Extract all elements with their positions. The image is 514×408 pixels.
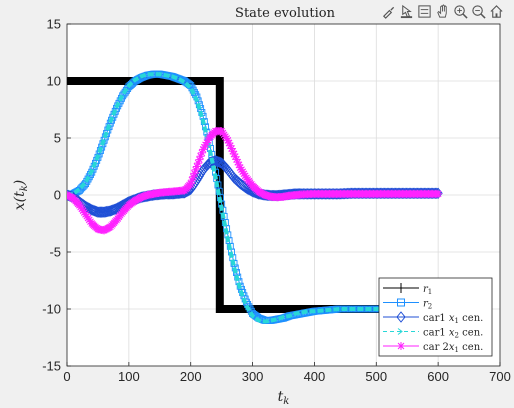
legend-marker [396, 311, 406, 323]
data-point [241, 171, 250, 180]
series-car1-x2-cen [67, 72, 439, 324]
data-point [194, 159, 203, 168]
data-point [196, 152, 205, 161]
y-tick-label: 0 [54, 188, 61, 203]
legend-entry: r2 [383, 298, 432, 311]
y-tick-label: 5 [54, 131, 61, 146]
data-point [237, 165, 246, 174]
data-point [238, 167, 247, 176]
data-point [190, 169, 199, 178]
data-point [187, 176, 196, 185]
data-point [197, 148, 206, 157]
y-tick-label: -5 [49, 245, 61, 260]
legend-label: car1 x1 cen. [423, 313, 483, 325]
legend-entry: car1 x1 cen. [383, 311, 483, 325]
data-point [110, 203, 120, 215]
data-point [239, 169, 248, 178]
data-point [204, 136, 213, 145]
brush-icon[interactable] [380, 2, 396, 20]
x-tick-label: 700 [489, 369, 511, 384]
x-tick-label: 100 [118, 369, 140, 384]
data-point [226, 141, 235, 150]
y-tick-label: 15 [47, 17, 61, 32]
legend-label: car 2x1 cen. [423, 342, 483, 354]
data-point [195, 155, 204, 164]
data-point [200, 143, 209, 152]
data-point [199, 145, 208, 154]
data-point [236, 163, 245, 172]
series-car-2x1-cen [67, 127, 443, 235]
data-point [191, 165, 200, 174]
legend-entry: car 2x1 cen. [383, 342, 483, 354]
x-tick-label: 500 [365, 369, 387, 384]
data-point [189, 172, 198, 181]
legend-label: r2 [423, 299, 432, 311]
data-point [234, 160, 243, 169]
series-line [67, 72, 439, 324]
x-axis-label: tk [278, 389, 290, 407]
data-point [232, 155, 241, 164]
zoom-out-icon[interactable] [470, 2, 486, 20]
y-tick-label: -10 [42, 302, 61, 317]
data-point [192, 162, 201, 171]
x-tick-label: 200 [180, 369, 202, 384]
x-tick-label: 0 [63, 369, 70, 384]
data-point [215, 156, 225, 169]
legend-marker [397, 342, 405, 350]
data-point [231, 152, 240, 161]
legend-marker [397, 328, 403, 335]
y-tick-label: -15 [42, 359, 61, 374]
data-point [201, 140, 210, 149]
home-icon[interactable] [488, 2, 504, 20]
data-point [230, 149, 239, 158]
x-tick-label: 400 [304, 369, 326, 384]
y-tick-label: 10 [47, 74, 61, 89]
legend-marker [397, 298, 405, 307]
data-point [223, 136, 232, 145]
data-point [434, 189, 443, 198]
figure-toolbar [380, 2, 504, 20]
pan-icon[interactable] [434, 2, 450, 20]
legend-entry: car1 x2 cen. [383, 328, 483, 340]
chart-legend: r1 r2 car1 x1 cen. car1 x2 cen. car 2x1 cen. [378, 277, 493, 357]
legend-entry: r1 [383, 283, 432, 296]
data-tips-icon[interactable] [398, 2, 414, 20]
x-tick-label: 300 [242, 369, 264, 384]
chart-title: State evolution [235, 6, 336, 21]
data-point [225, 139, 234, 148]
data-point [227, 144, 236, 153]
legend-icon[interactable] [416, 2, 432, 20]
data-point [111, 202, 122, 215]
y-axis-label: x(tk) [12, 180, 30, 211]
x-tick-label: 600 [427, 369, 449, 384]
zoom-in-icon[interactable] [452, 2, 468, 20]
data-point [228, 147, 237, 156]
data-point [233, 158, 242, 167]
data-point [186, 179, 195, 188]
data-point [202, 138, 211, 147]
legend-label: r1 [423, 284, 432, 296]
legend-label: car1 x2 cen. [423, 328, 483, 340]
